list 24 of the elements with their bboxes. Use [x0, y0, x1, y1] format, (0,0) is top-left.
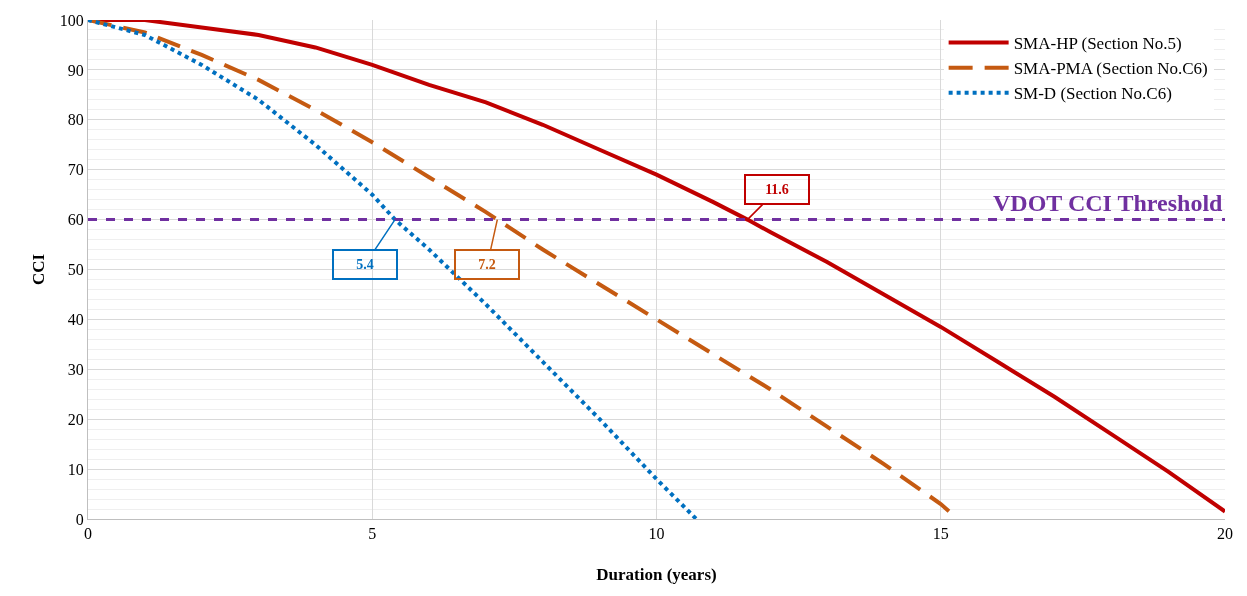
y-tick-label: 70 [67, 161, 84, 179]
annotation: 11.6 [765, 182, 789, 197]
y-tick-label: 30 [67, 360, 84, 378]
y-tick-label: 100 [59, 11, 84, 29]
legend-label: SMA-PMA (Section No.C6) [1013, 59, 1208, 79]
y-tick-label: 10 [67, 460, 84, 478]
y-tick-label: 90 [67, 61, 84, 79]
legend-label: SM-D (Section No.C6) [1013, 84, 1172, 104]
x-tick-label: 5 [368, 525, 377, 543]
annotation: 7.2 [478, 257, 496, 272]
y-tick-label: 20 [67, 410, 84, 428]
y-tick-label: 50 [67, 261, 84, 279]
annotation: 5.4 [356, 257, 374, 272]
ref-line-label: VDOT CCI Threshold [993, 190, 1224, 216]
y-axis-title: CCI [29, 253, 48, 286]
y-tick-label: 60 [67, 211, 84, 229]
x-tick-label: 15 [932, 525, 949, 543]
x-tick-label: 20 [1217, 525, 1233, 543]
legend-label: SMA-HP (Section No.5) [1013, 34, 1182, 54]
y-tick-label: 80 [67, 111, 84, 129]
x-tick-label: 10 [648, 525, 665, 543]
x-axis-title: Duration (years) [596, 565, 717, 584]
y-tick-label: 40 [67, 311, 84, 328]
y-tick-label: 0 [75, 510, 84, 528]
